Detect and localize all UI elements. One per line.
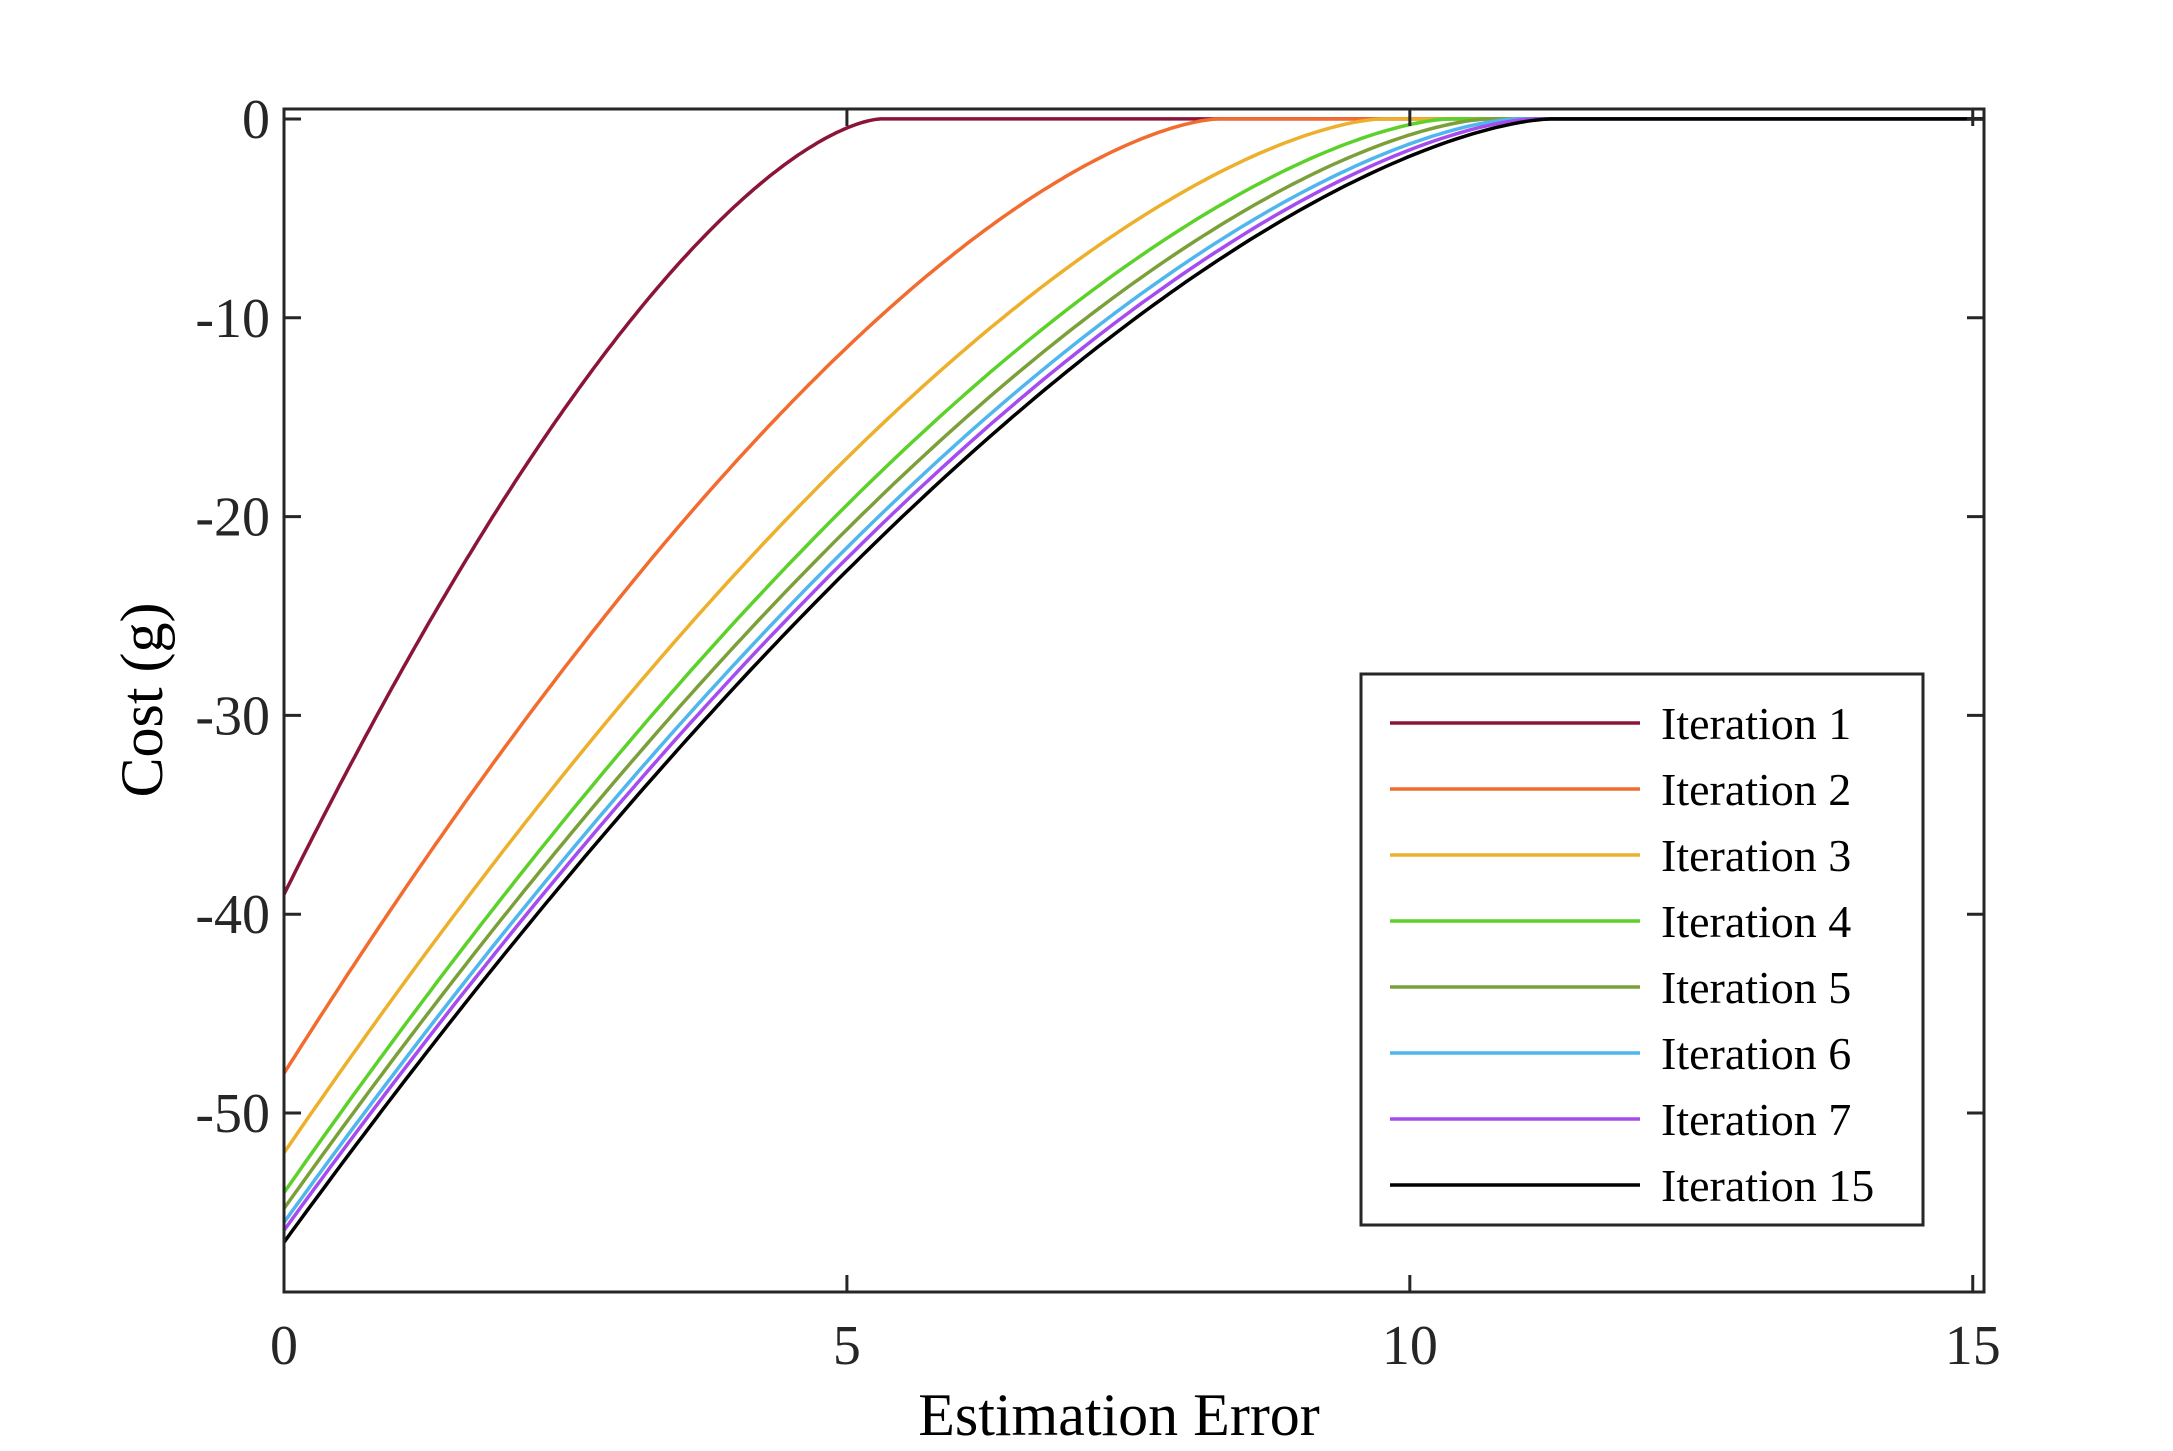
legend: Iteration 1 Iteration 2 Iteration 3 Iterati… [1359, 672, 1925, 1227]
legend-box [1359, 672, 1925, 1227]
y-tick-label: -10 [195, 288, 270, 350]
x-axis-label: Estimation Error [918, 1382, 1320, 1448]
y-axis-label: Cost (g) [109, 603, 175, 798]
series-line-4 [282, 117, 1984, 1194]
x-tick-label: 15 [1945, 1315, 2001, 1377]
y-tick-label: -50 [195, 1083, 270, 1145]
x-tick-label: 5 [833, 1315, 861, 1377]
legend-label: Iteration 5 [1661, 962, 1851, 1013]
series-line-3 [282, 117, 1984, 1154]
series-line-6 [282, 117, 1984, 1224]
legend-label: Iteration 7 [1661, 1094, 1851, 1145]
y-tick-label: -20 [195, 487, 270, 549]
series-line-1 [282, 117, 1984, 896]
legend-label: Iteration 1 [1661, 698, 1851, 749]
series-line-2 [282, 117, 1984, 1075]
x-tick-label: 0 [270, 1315, 298, 1377]
plot-lines [282, 117, 1984, 1244]
legend-label: Iteration 15 [1661, 1160, 1874, 1211]
x-tick-label: 10 [1382, 1315, 1438, 1377]
tick-labels: 0 5 10 15 0 -10 -20 -30 -40 -50 [195, 89, 2000, 1377]
legend-label: Iteration 6 [1661, 1028, 1851, 1079]
plot-area-frame [282, 107, 1986, 1294]
y-tick-label: 0 [242, 89, 270, 151]
y-tick-label: -30 [195, 685, 270, 747]
axis-ticks [282, 109, 1984, 1292]
series-line-5 [282, 117, 1984, 1210]
legend-label: Iteration 2 [1661, 764, 1851, 815]
legend-label: Iteration 4 [1661, 896, 1851, 947]
series-line-8 [282, 117, 1984, 1244]
series-line-7 [282, 117, 1984, 1232]
y-tick-label: -40 [195, 884, 270, 946]
legend-label: Iteration 3 [1661, 830, 1851, 881]
